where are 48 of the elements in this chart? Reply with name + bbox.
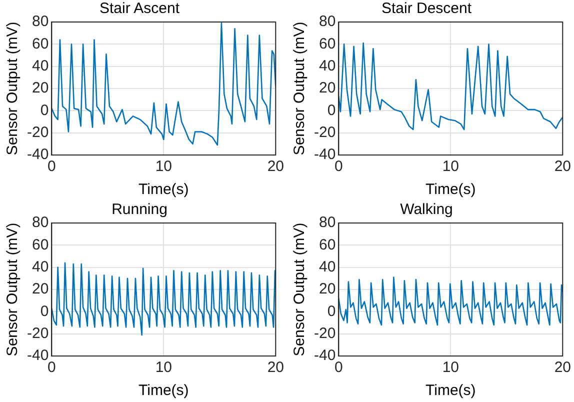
y-tick-label: 0 <box>40 102 49 119</box>
y-tick-label: -20 <box>26 324 49 342</box>
y-tick-label: 20 <box>32 80 49 97</box>
x-tick-label: 20 <box>554 359 571 376</box>
y-tick-label: 80 <box>32 13 49 30</box>
y-tick-label: 20 <box>318 280 336 298</box>
y-axis-title: Sensor Output (mV) <box>4 222 22 356</box>
y-tick-label: -20 <box>26 124 49 141</box>
y-tick-label: 80 <box>318 13 336 30</box>
y-tick-label: -40 <box>314 347 336 364</box>
y-axis-title: Sensor Output (mV) <box>4 22 22 156</box>
y-tick-label: 40 <box>32 258 49 276</box>
x-axis-title: Time(s) <box>426 382 476 400</box>
y-tick-label: 40 <box>318 258 336 276</box>
y-tick-label: 80 <box>32 214 49 232</box>
y-tick-label: 60 <box>32 35 49 52</box>
x-tick-label: 20 <box>267 158 284 176</box>
y-tick-label: 0 <box>40 302 49 320</box>
x-tick-label: 20 <box>267 359 284 376</box>
y-tick-label: 0 <box>327 102 336 119</box>
y-axis-title: Sensor Output (mV) <box>291 222 308 356</box>
chart-title: Stair Ascent <box>99 0 180 18</box>
y-tick-label: -40 <box>26 347 49 364</box>
y-tick-label: 0 <box>327 302 336 320</box>
y-tick-label: -20 <box>314 324 336 342</box>
y-tick-label: 40 <box>32 57 49 74</box>
x-tick-label: 10 <box>155 158 172 176</box>
x-axis-title: Time(s) <box>138 382 189 400</box>
y-tick-label: 20 <box>318 80 336 97</box>
chart-title: Running <box>112 201 168 218</box>
x-tick-label: 10 <box>442 158 460 176</box>
y-tick-label: -40 <box>26 146 49 164</box>
chart-title: Walking <box>400 201 453 218</box>
y-tick-label: 60 <box>318 35 336 52</box>
x-tick-label: 10 <box>155 359 172 376</box>
chart-title: Stair Descent <box>381 0 472 18</box>
y-tick-label: 20 <box>32 280 49 298</box>
x-axis-title: Time(s) <box>426 181 476 198</box>
y-tick-label: 60 <box>32 236 49 254</box>
y-axis-title: Sensor Output (mV) <box>291 22 308 156</box>
x-tick-label: 10 <box>442 359 460 376</box>
y-tick-label: -40 <box>314 146 336 164</box>
y-tick-label: 80 <box>318 214 336 232</box>
x-axis-title: Time(s) <box>138 181 189 198</box>
x-tick-label: 20 <box>554 158 571 176</box>
y-tick-label: 60 <box>318 236 336 254</box>
y-tick-label: -20 <box>314 124 336 141</box>
y-tick-label: 40 <box>318 57 336 74</box>
